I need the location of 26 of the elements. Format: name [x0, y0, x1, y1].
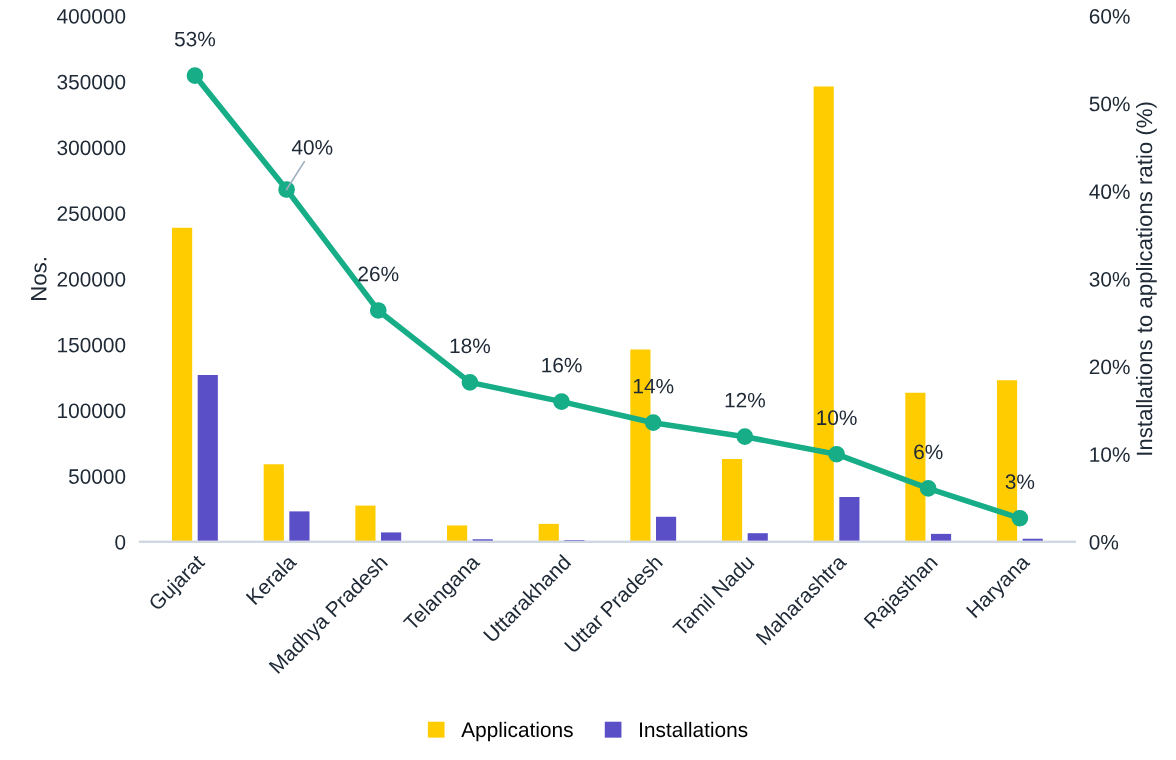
data-label: 16% [542, 357, 582, 373]
y-tick-label: 50000 [68, 469, 126, 484]
y2-tick-label: 50% [1089, 96, 1130, 112]
y-axis-title: Nos. [31, 258, 47, 300]
y-tick-label: 250000 [57, 206, 126, 221]
y-tick-label: 400000 [57, 8, 126, 24]
y2-tick-label: 10% [1090, 447, 1130, 462]
y2-tick-label: 0% [1089, 534, 1119, 550]
data-label: 53% [174, 31, 216, 47]
y2-tick-label: 30% [1089, 271, 1130, 287]
y-tick-label: 150000 [58, 337, 126, 353]
y-tick-label: 300000 [57, 140, 126, 156]
data-label: 26% [358, 266, 399, 282]
y-tick-label: 0 [115, 534, 126, 550]
y2-axis-title: Installations to applications ratio (%) [1136, 102, 1157, 455]
data-label: 40% [291, 139, 333, 155]
legend-label: Installations [640, 721, 748, 738]
y2-tick-label: 40% [1089, 184, 1130, 200]
y2-tick-label: 20% [1089, 359, 1130, 375]
legend-label: Applications [461, 721, 573, 742]
y-tick-label: 100000 [58, 403, 126, 419]
data-label: 12% [725, 392, 765, 408]
y-tick-label: 200000 [57, 271, 126, 287]
y-tick-label: 350000 [57, 74, 126, 90]
data-label: 18% [450, 338, 491, 354]
y2-tick-label: 60% [1089, 8, 1130, 24]
